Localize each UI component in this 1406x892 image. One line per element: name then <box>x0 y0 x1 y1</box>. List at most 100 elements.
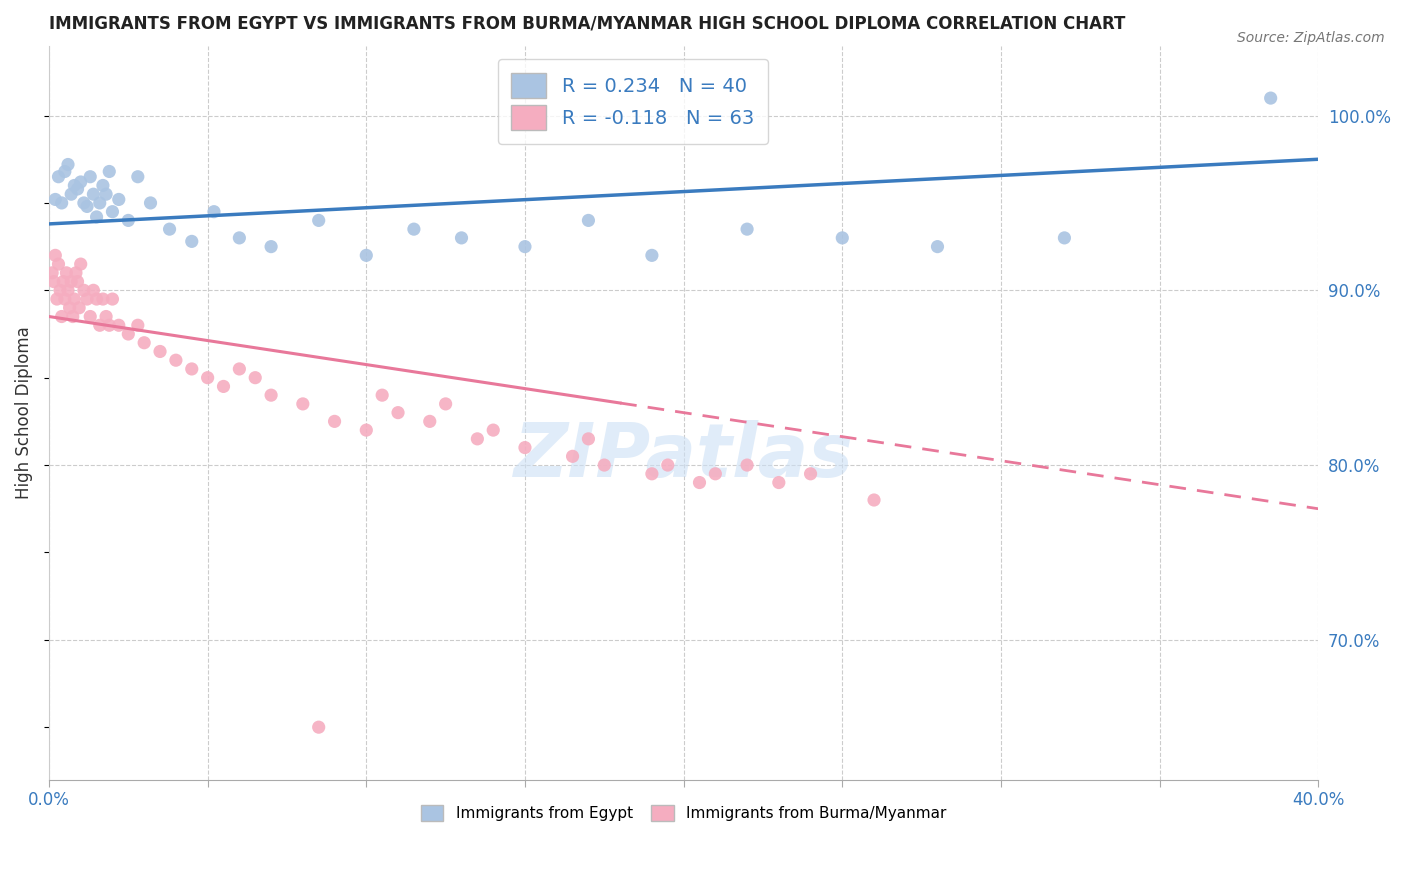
Point <box>139 196 162 211</box>
Point <box>66 275 89 289</box>
Point <box>53 164 76 178</box>
Point <box>66 182 89 196</box>
Point <box>117 326 139 341</box>
Point <box>165 353 187 368</box>
Point <box>98 318 121 333</box>
Point <box>799 467 821 481</box>
Point <box>56 157 79 171</box>
Point <box>94 310 117 324</box>
Point <box>59 301 82 315</box>
Point <box>69 175 91 189</box>
Point <box>402 222 425 236</box>
Point <box>371 388 394 402</box>
Point <box>180 235 202 249</box>
Point <box>91 292 114 306</box>
Point <box>578 432 600 446</box>
Point <box>482 423 505 437</box>
Point <box>86 292 108 306</box>
Point <box>55 266 77 280</box>
Point <box>228 362 250 376</box>
Point <box>735 222 758 236</box>
Point <box>641 467 664 481</box>
Point <box>291 397 314 411</box>
Point <box>79 169 101 184</box>
Point <box>323 414 346 428</box>
Point <box>62 310 84 324</box>
Point <box>86 210 108 224</box>
Point <box>831 231 853 245</box>
Point <box>245 370 267 384</box>
Point <box>69 257 91 271</box>
Point <box>260 388 283 402</box>
Point <box>101 204 124 219</box>
Point <box>308 213 330 227</box>
Point <box>63 292 86 306</box>
Point <box>180 362 202 376</box>
Point <box>419 414 441 428</box>
Point <box>56 283 79 297</box>
Point <box>593 458 616 472</box>
Point <box>513 239 536 253</box>
Point <box>149 344 172 359</box>
Point <box>768 475 790 490</box>
Point <box>689 475 711 490</box>
Text: IMMIGRANTS FROM EGYPT VS IMMIGRANTS FROM BURMA/MYANMAR HIGH SCHOOL DIPLOMA CORRE: IMMIGRANTS FROM EGYPT VS IMMIGRANTS FROM… <box>49 15 1125 33</box>
Point <box>48 257 70 271</box>
Point <box>52 275 75 289</box>
Point <box>202 204 225 219</box>
Point <box>212 379 235 393</box>
Point <box>89 318 111 333</box>
Point <box>387 406 409 420</box>
Point <box>127 318 149 333</box>
Point <box>107 318 129 333</box>
Point <box>91 178 114 193</box>
Point <box>98 164 121 178</box>
Point <box>117 213 139 227</box>
Point <box>434 397 457 411</box>
Point <box>44 248 66 262</box>
Point <box>53 292 76 306</box>
Point <box>735 458 758 472</box>
Point <box>51 310 73 324</box>
Point <box>65 266 87 280</box>
Point <box>101 292 124 306</box>
Point <box>63 178 86 193</box>
Text: ZIPatlas: ZIPatlas <box>513 420 853 493</box>
Point <box>356 248 378 262</box>
Point <box>1260 91 1282 105</box>
Point <box>657 458 679 472</box>
Point <box>82 187 104 202</box>
Point <box>60 187 83 202</box>
Text: Source: ZipAtlas.com: Source: ZipAtlas.com <box>1237 31 1385 45</box>
Point <box>45 292 67 306</box>
Point <box>641 248 664 262</box>
Point <box>1053 231 1076 245</box>
Point <box>107 193 129 207</box>
Point <box>197 370 219 384</box>
Point <box>42 275 65 289</box>
Point <box>134 335 156 350</box>
Point <box>41 266 63 280</box>
Point <box>73 196 96 211</box>
Point <box>49 283 72 297</box>
Point <box>60 275 83 289</box>
Point <box>863 493 886 508</box>
Point <box>76 292 98 306</box>
Point <box>82 283 104 297</box>
Point <box>704 467 727 481</box>
Point <box>513 441 536 455</box>
Point <box>927 239 949 253</box>
Point <box>44 193 66 207</box>
Point <box>159 222 181 236</box>
Point <box>127 169 149 184</box>
Point <box>308 720 330 734</box>
Point <box>67 301 90 315</box>
Point <box>51 196 73 211</box>
Point <box>76 199 98 213</box>
Point <box>73 283 96 297</box>
Point <box>356 423 378 437</box>
Point <box>578 213 600 227</box>
Point <box>228 231 250 245</box>
Point <box>450 231 472 245</box>
Point <box>467 432 489 446</box>
